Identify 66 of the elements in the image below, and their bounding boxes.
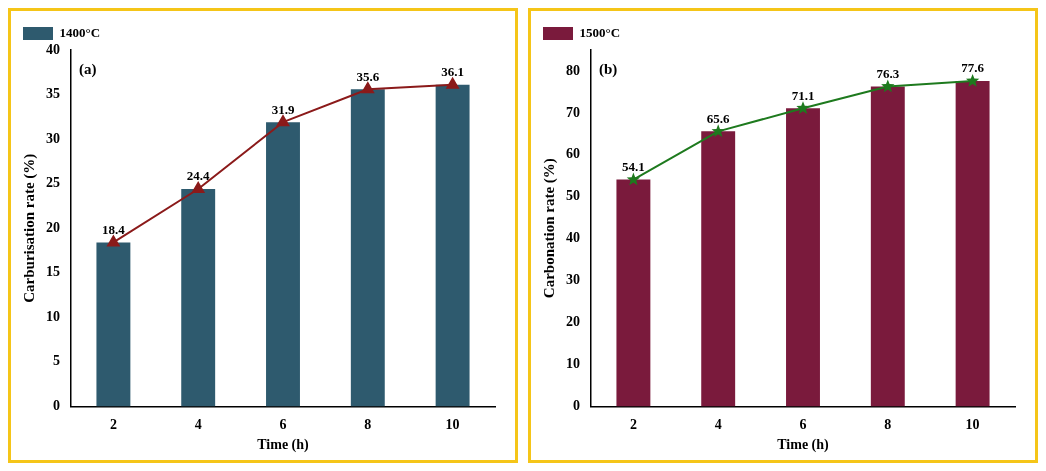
bar — [96, 242, 131, 407]
bar — [955, 81, 990, 407]
x-axis-title: Time (h) — [777, 437, 830, 454]
bar — [181, 189, 216, 407]
point — [361, 82, 374, 94]
point — [711, 124, 725, 138]
y-tick-label: 0 — [573, 398, 580, 414]
y-tick-label: 35 — [46, 86, 60, 102]
y-tick-label: 40 — [46, 41, 60, 57]
x-tick-label: 4 — [714, 417, 722, 433]
point — [192, 182, 205, 193]
bar — [350, 89, 385, 407]
y-tick-label: 70 — [566, 104, 580, 120]
annotation: (a) — [79, 60, 97, 78]
y-tick-label: 30 — [46, 130, 60, 146]
y-tick-label: 20 — [566, 314, 580, 330]
data-label: 31.9 — [271, 101, 295, 117]
x-tick-label: 8 — [364, 417, 372, 433]
y-tick-label: 0 — [53, 398, 60, 414]
bar — [266, 122, 300, 407]
y-tick-label: 15 — [46, 264, 60, 280]
x-tick-label: 6 — [279, 417, 287, 433]
point — [107, 235, 120, 247]
x-tick-label: 4 — [194, 417, 202, 433]
x-tick-label: 2 — [109, 417, 117, 433]
data-label: 65.6 — [706, 110, 731, 126]
x-tick-label: 8 — [884, 417, 892, 433]
y-axis-title: Carbonation rate (%) — [540, 158, 558, 299]
x-tick-label: 10 — [445, 417, 460, 433]
point — [446, 77, 459, 89]
point — [881, 79, 895, 93]
point — [626, 172, 641, 186]
data-label: 35.6 — [356, 68, 380, 84]
data-label: 36.1 — [441, 64, 464, 80]
point — [965, 74, 980, 87]
y-tick-label: 5 — [53, 353, 60, 369]
y-axis-title: Carburisation rate (%) — [20, 153, 38, 303]
bar — [701, 131, 736, 407]
data-label: 77.6 — [961, 60, 985, 76]
y-tick-label: 60 — [566, 146, 580, 162]
data-label: 24.4 — [186, 168, 211, 184]
data-label: 76.3 — [876, 65, 900, 81]
y-tick-label: 30 — [566, 272, 580, 288]
y-tick-label: 25 — [46, 175, 60, 191]
point — [276, 115, 290, 127]
x-tick-label: 10 — [965, 417, 980, 433]
point — [796, 101, 810, 114]
data-label: 54.1 — [622, 158, 645, 174]
data-label: 18.4 — [102, 221, 126, 237]
bar — [870, 86, 905, 407]
y-tick-label: 20 — [46, 219, 60, 235]
x-tick-label: 2 — [629, 417, 637, 433]
y-tick-label: 10 — [46, 308, 60, 324]
y-tick-label: 50 — [566, 188, 580, 204]
bar — [435, 84, 470, 407]
bar — [786, 108, 820, 407]
x-axis-title: Time (h) — [257, 437, 310, 454]
legend-label: 1500°C — [579, 24, 621, 40]
y-tick-label: 10 — [566, 356, 580, 372]
legend-label: 1400°C — [59, 24, 101, 40]
bar — [616, 179, 651, 407]
annotation: (b) — [599, 60, 618, 78]
y-tick-label: 40 — [566, 230, 580, 246]
x-tick-label: 6 — [799, 417, 807, 433]
data-label: 71.1 — [791, 87, 815, 103]
y-tick-label: 80 — [566, 62, 580, 78]
